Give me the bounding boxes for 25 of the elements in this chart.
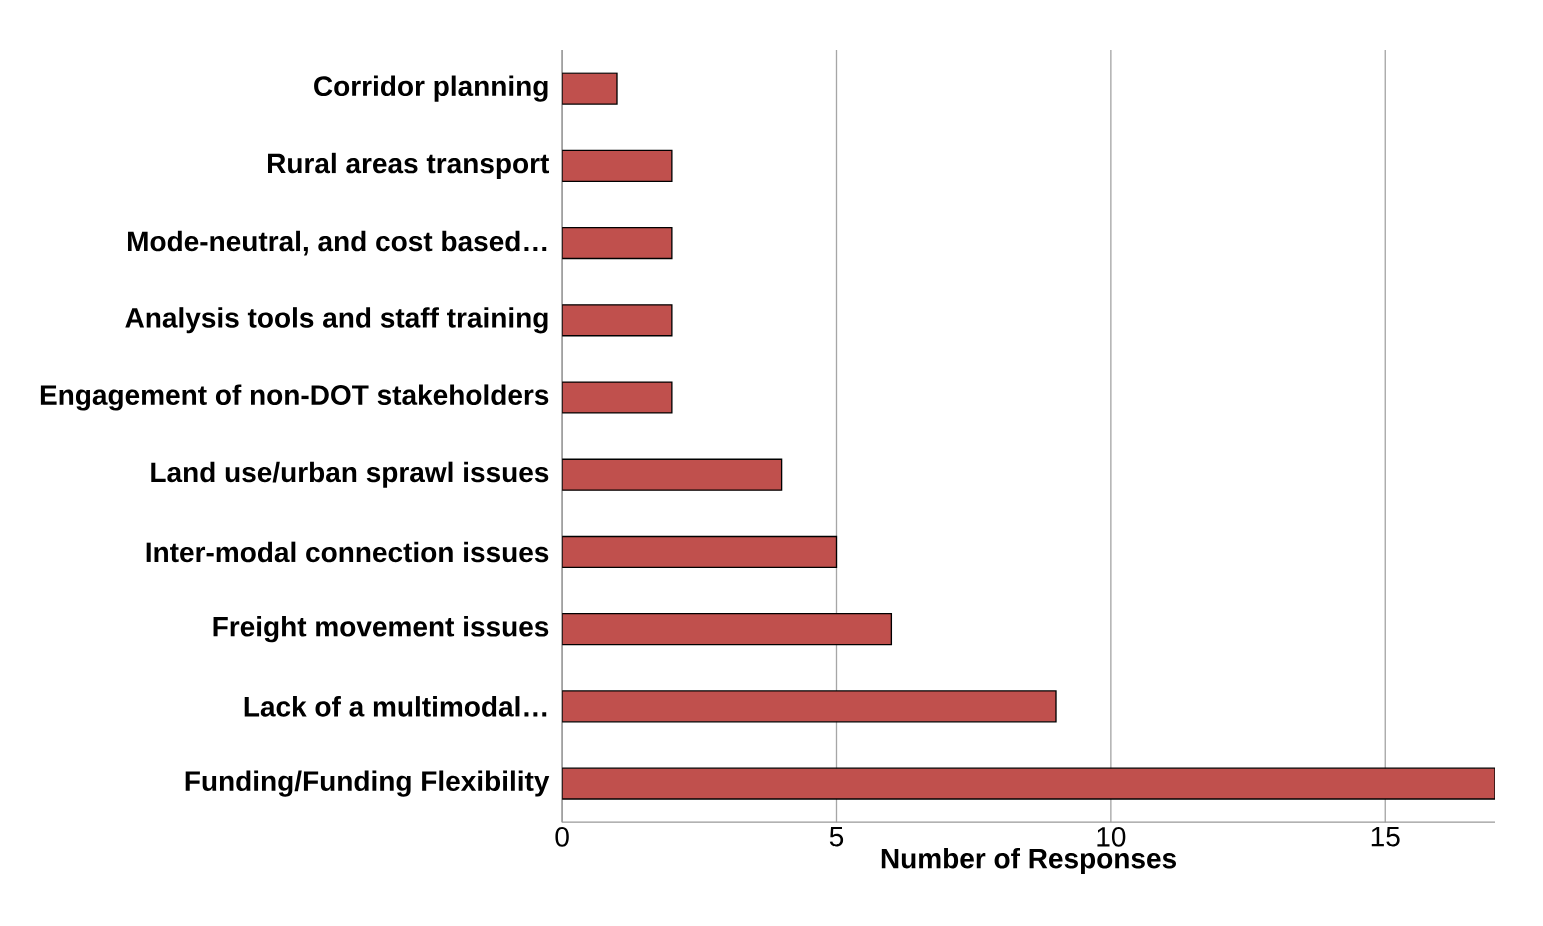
x-tick-label: 15	[1371, 826, 1400, 847]
y-tick-label: Funding/Funding Flexibility	[185, 770, 550, 797]
bar	[562, 72, 618, 105]
y-tick-label: Lack of a multimodal…	[244, 695, 547, 717]
y-tick-label: Mode-neutral, and cost based…	[128, 230, 547, 256]
bar	[562, 149, 673, 182]
bar	[562, 690, 1057, 723]
bar	[562, 767, 1495, 800]
bar	[562, 381, 673, 414]
y-tick-label: Engagement of non-DOT stakeholders	[40, 384, 549, 411]
bar	[562, 304, 673, 337]
y-tick-label: Corridor planning	[314, 75, 548, 102]
y-tick-label: Analysis tools and staff training	[125, 307, 548, 334]
x-tick-label: 10	[1097, 826, 1126, 847]
bar	[562, 612, 893, 646]
x-axis-title: Number of Responses	[881, 847, 1176, 874]
y-tick-label: Rural areas transport	[268, 152, 550, 179]
bar	[562, 226, 673, 260]
y-tick-label: Freight movement issues	[213, 615, 549, 643]
bar	[562, 535, 838, 568]
bar	[562, 458, 783, 491]
y-tick-label: Land use/urban sprawl issues	[151, 461, 549, 488]
x-tick-label: 0	[555, 826, 569, 847]
x-tick-label: 5	[829, 826, 844, 847]
y-tick-label: Inter-modal connection issues	[146, 541, 549, 563]
